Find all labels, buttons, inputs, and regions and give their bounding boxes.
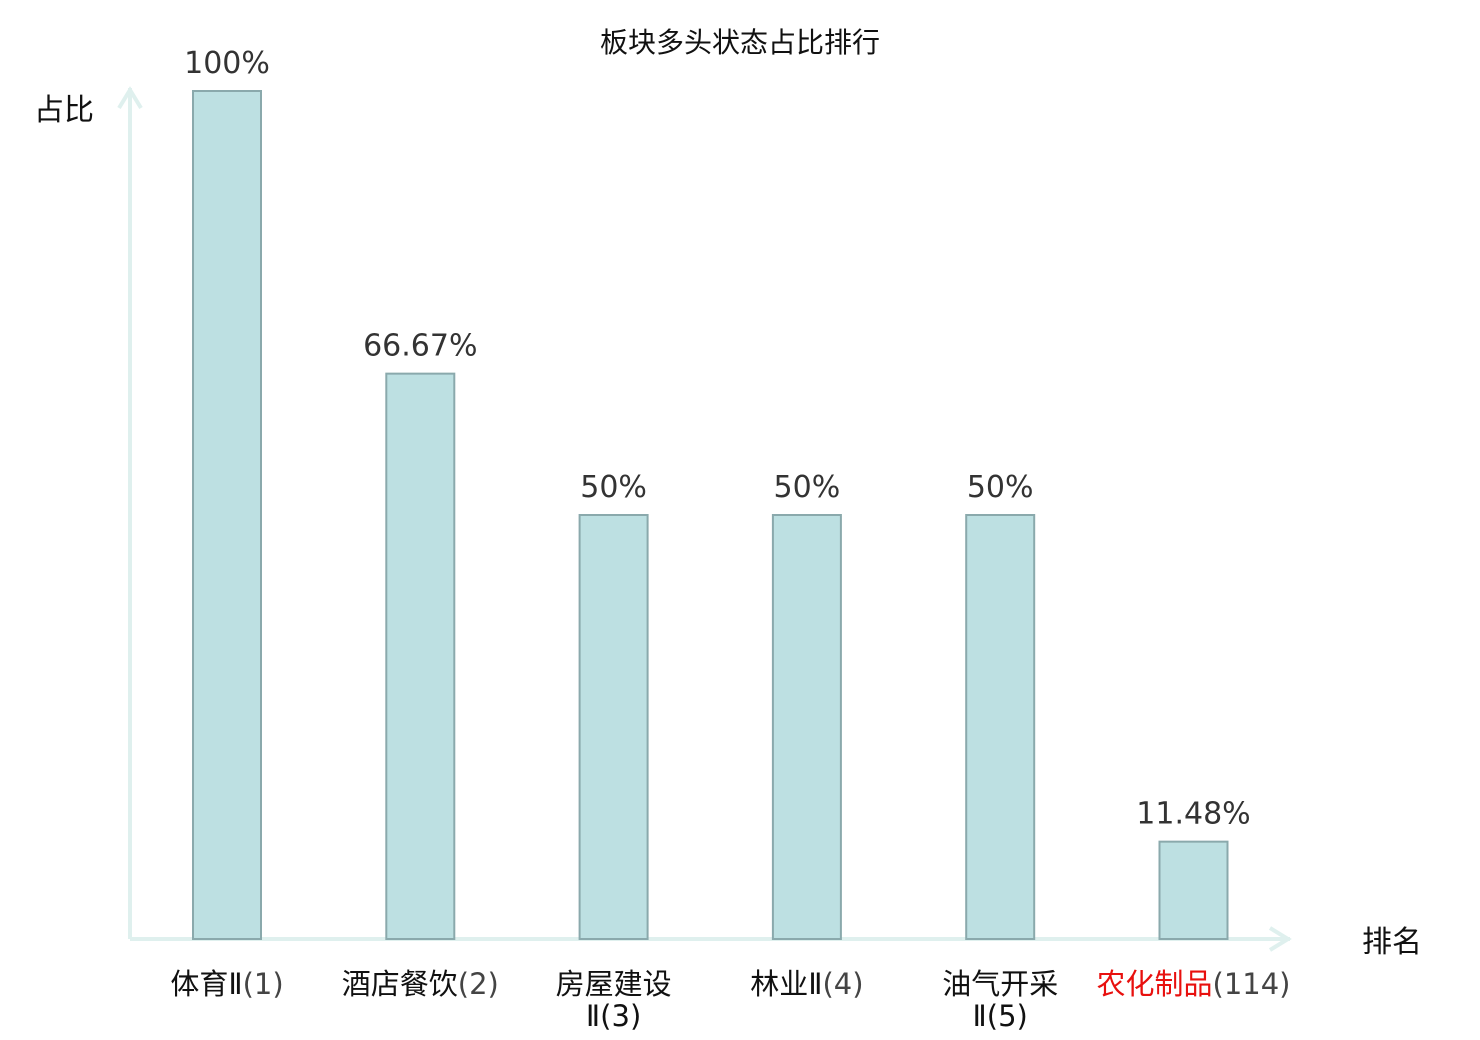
category-label: 体育Ⅱ(1) [170,967,283,1001]
bar-value-label: 50% [774,470,841,505]
chart-title: 板块多头状态占比排行 [600,26,880,59]
category-name: 酒店餐饮 [342,967,458,1001]
bar-value-label: 50% [580,470,647,505]
category-name: 林业Ⅱ [750,967,822,1001]
bar-value-label: 50% [967,470,1034,505]
category-name: 体育Ⅱ [170,967,242,1001]
y-axis-label: 占比 [34,93,94,128]
category-label: 农化制品(114) [1097,967,1291,1001]
category-rank: (1) [243,967,284,1001]
bars-group [192,90,1229,940]
bar [192,90,262,940]
category-label-line2: Ⅱ(5) [973,999,1028,1033]
category-label: 林业Ⅱ(4) [750,967,863,1001]
category-label: 房屋建设 [556,967,672,1001]
y-axis-arrow-icon [117,86,143,110]
x-axis-arrow-icon [1268,926,1292,952]
bar-value-label: 66.67% [363,329,477,364]
category-rank: (2) [458,967,499,1001]
bar [385,372,456,940]
category-rank: (114) [1213,967,1291,1001]
value-labels-group: 100% 66.67% 50% 50% 50% 11.48% [184,46,1251,832]
category-name: 农化制品 [1097,967,1213,1001]
axes [117,86,1292,952]
bar [1158,840,1229,940]
bar-value-label: 11.48% [1136,797,1250,832]
category-rank: (4) [822,967,863,1001]
category-label: 油气开采 [942,967,1058,1001]
bar [771,514,842,940]
bar-value-label: 100% [184,46,270,81]
bar [965,514,1036,940]
x-axis-label: 排名 [1362,925,1422,960]
category-label: 酒店餐饮(2) [342,967,499,1001]
category-label-line2: Ⅱ(3) [586,999,641,1033]
bar [578,514,649,940]
